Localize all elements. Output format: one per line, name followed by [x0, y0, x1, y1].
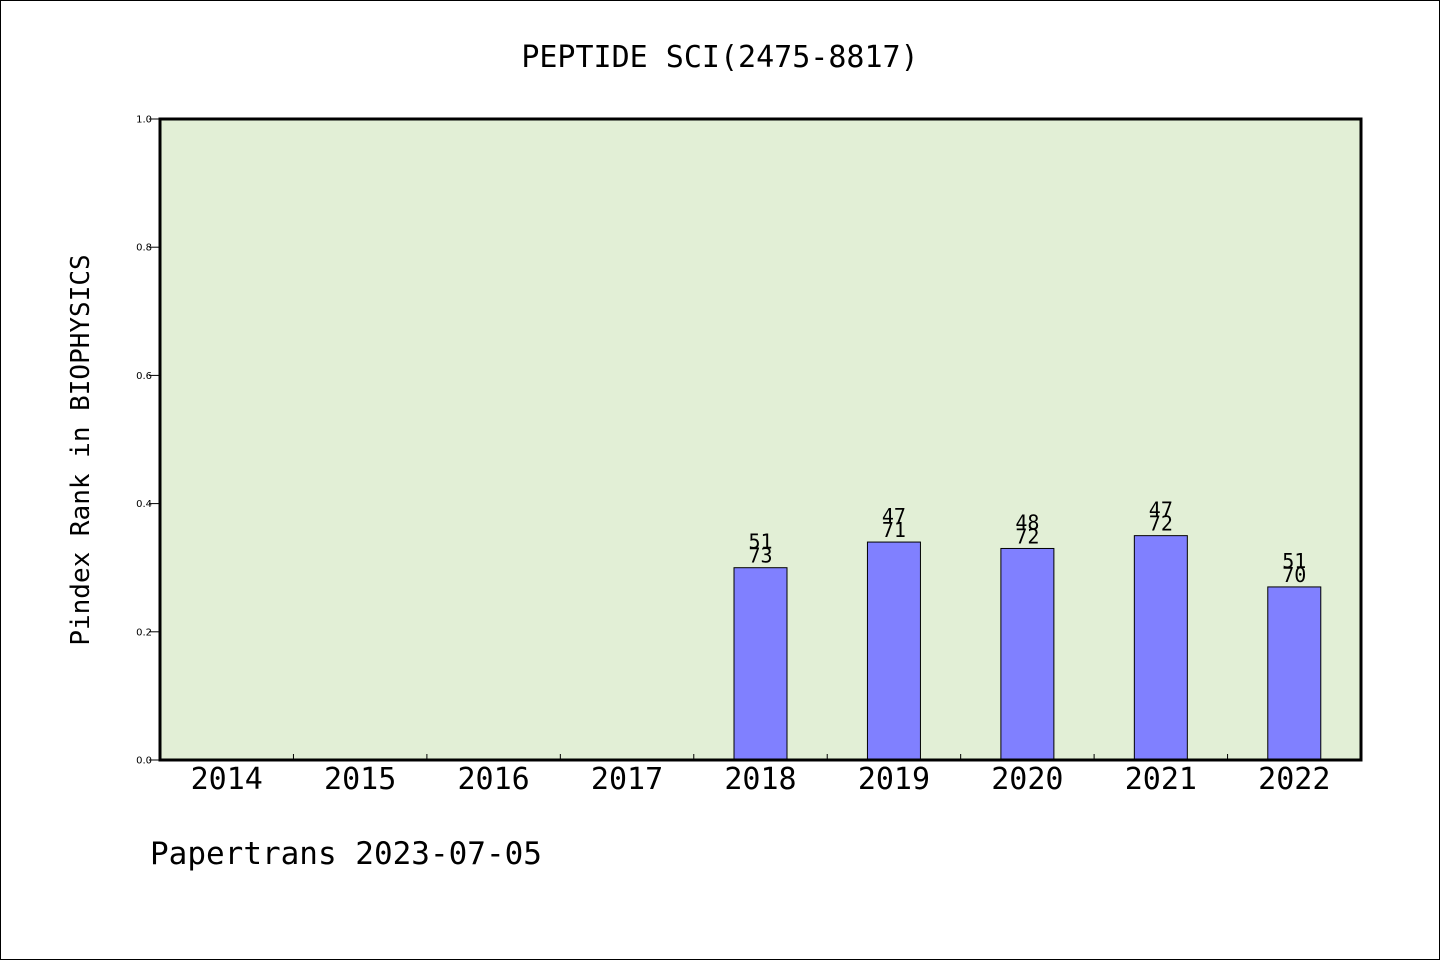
bar-total-label: 72 — [1015, 524, 1039, 548]
labels-layer: 0.0 0.2 0.4 0.6 0.8 1.0 2014 2015 2016 2017 2018 51… — [136, 115, 1330, 798]
y-tick-label: 0.4 — [136, 499, 152, 510]
x-tick-label: 2021 — [1125, 762, 1197, 797]
x-tick-label: 2016 — [457, 762, 529, 797]
x-tick-label: 2015 — [324, 762, 396, 797]
bar-rank-label: 48 — [1015, 510, 1039, 534]
bar-rank-label: 51 — [748, 530, 772, 554]
x-tick-label: 2017 — [591, 762, 663, 797]
y-tick-label: 0.2 — [136, 627, 152, 638]
bar-2021 — [1133, 535, 1188, 761]
bar-2022 — [1267, 586, 1322, 761]
x-tick-label: 2022 — [1258, 762, 1330, 797]
y-tick-label: 0.6 — [136, 371, 152, 382]
y-tick-label: 0.8 — [136, 243, 152, 254]
footer-watermark: Papertrans 2023-07-05 — [150, 836, 542, 872]
bar-total-label: 70 — [1282, 563, 1306, 587]
x-tick-label: 2018 — [724, 762, 796, 797]
y-axis-label: Pindex Rank in BIOPHYSICS — [66, 254, 96, 645]
y-tick-label: 1.0 — [136, 115, 152, 126]
bar-total-label: 72 — [1149, 512, 1173, 536]
bars-layer — [733, 535, 1322, 761]
bar-total-label: 73 — [748, 544, 772, 568]
plot-border — [158, 117, 1363, 762]
bar-total-label: 71 — [882, 518, 906, 542]
bar-2019 — [866, 541, 921, 761]
bar-rank-label: 51 — [1282, 549, 1306, 573]
chart-title: PEPTIDE SCI(2475-8817) — [521, 40, 918, 75]
x-tick-label: 2020 — [991, 762, 1063, 797]
bar-2020 — [1000, 547, 1055, 761]
bar-2018 — [733, 567, 788, 761]
y-tick-label: 0.0 — [136, 756, 152, 767]
bar-rank-label: 47 — [882, 504, 906, 528]
x-tick-label: 2014 — [191, 762, 263, 797]
bar-rank-label: 47 — [1149, 498, 1173, 522]
x-tick-label: 2019 — [858, 762, 930, 797]
